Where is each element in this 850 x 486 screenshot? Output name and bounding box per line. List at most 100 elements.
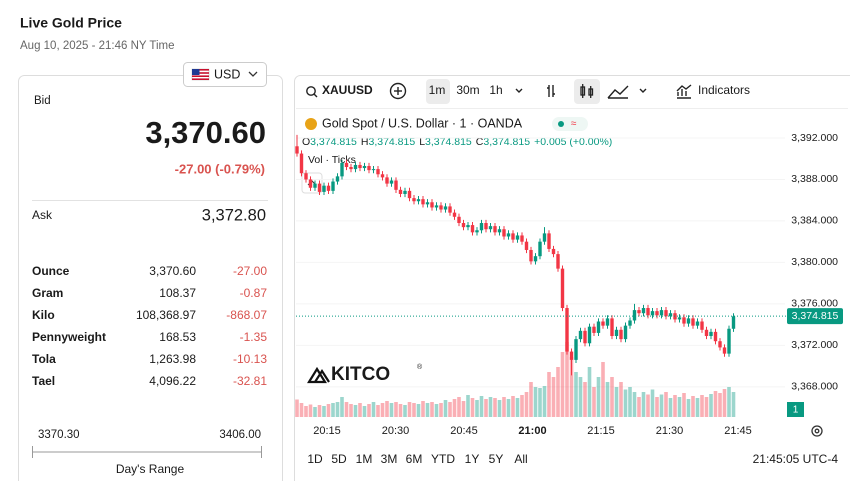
range-button[interactable]: 5Y	[489, 452, 504, 466]
volume-bar	[664, 392, 668, 417]
timestamp: Aug 10, 2025 - 21:46 NY Time	[20, 40, 175, 52]
candle-body	[597, 322, 600, 333]
candle-body	[592, 327, 595, 333]
settings-icon[interactable]	[812, 426, 822, 436]
chart-style-button[interactable]	[574, 79, 600, 104]
candle-body	[349, 167, 352, 169]
unit-price: 4,096.22	[149, 374, 196, 388]
volume-label: Vol · Ticks	[308, 154, 356, 166]
range-button[interactable]: 5D	[331, 452, 347, 466]
candle-body	[642, 308, 645, 313]
candle-body	[345, 163, 348, 167]
volume-bar	[615, 387, 619, 417]
candle-body	[574, 339, 577, 360]
volume-bar	[723, 389, 727, 417]
range-button[interactable]: 6M	[406, 452, 423, 466]
candle-body	[547, 233, 550, 249]
legend-title: Gold Spot / U.S. Dollar · 1 · OANDA	[322, 116, 523, 130]
volume-bar	[682, 393, 686, 417]
candle-body	[448, 206, 451, 212]
volume-bar	[601, 362, 605, 417]
candle-body	[498, 229, 501, 232]
candle-body	[502, 229, 505, 236]
candle-body	[687, 318, 690, 323]
candle-body	[309, 179, 312, 187]
bid-label: Bid	[34, 95, 51, 107]
volume-bar	[709, 394, 713, 417]
volume-bar	[313, 407, 317, 417]
volume-bar	[543, 386, 547, 417]
candle-body	[556, 254, 559, 269]
range-label: Day's Range	[116, 462, 185, 476]
candle-body	[543, 233, 546, 241]
volume-bar	[691, 396, 695, 417]
volume-bar	[610, 377, 614, 417]
range-button[interactable]: YTD	[431, 452, 455, 466]
candle-body	[367, 166, 370, 170]
candle-body	[619, 330, 622, 339]
candle-body	[327, 186, 330, 191]
candle-body	[700, 322, 703, 330]
volume-bar	[705, 397, 709, 417]
candle-body	[646, 308, 649, 315]
candle-body	[516, 235, 519, 239]
volume-bar	[592, 387, 596, 417]
candle-body	[525, 242, 528, 250]
interval[interactable]: 1m	[429, 83, 446, 97]
candle-body	[534, 256, 537, 261]
symbol[interactable]: XAUUSD	[322, 83, 373, 97]
unit-change: -1.35	[240, 330, 268, 344]
candle-body	[426, 202, 429, 204]
candle-body	[304, 173, 307, 179]
volume-bar	[358, 403, 362, 417]
range-button[interactable]: 1M	[356, 452, 373, 466]
volume-bar	[295, 400, 299, 418]
interval[interactable]: 1h	[489, 83, 502, 97]
unit-change: -32.81	[233, 374, 267, 388]
title: Live Gold Price	[20, 15, 122, 31]
candle-body	[394, 181, 397, 190]
volume-bar	[354, 405, 358, 417]
candle-body	[610, 318, 613, 336]
unit-price: 168.53	[159, 330, 196, 344]
candle-body	[313, 184, 316, 188]
volume-bar	[322, 406, 326, 417]
range-button[interactable]: All	[514, 452, 527, 466]
candle-body	[457, 217, 460, 223]
volume-bar	[471, 398, 475, 417]
candle-body	[372, 169, 375, 170]
candle-body	[705, 330, 708, 336]
range-button[interactable]: 1Y	[465, 452, 480, 466]
volume-bar	[673, 395, 677, 417]
volume-bar	[466, 395, 470, 417]
candle-body	[489, 226, 492, 229]
interval[interactable]: 30m	[456, 83, 479, 97]
volume-bar	[349, 404, 353, 417]
range-low: 3370.30	[38, 429, 80, 441]
volume-bar	[408, 402, 412, 417]
indicators[interactable]: Indicators	[698, 83, 750, 97]
status-icon: ≈	[571, 119, 577, 130]
candle-body	[628, 320, 631, 325]
range-button[interactable]: 3M	[381, 452, 398, 466]
candle-body	[718, 341, 721, 347]
candle-body	[484, 223, 487, 229]
range-button[interactable]: 1D	[307, 452, 323, 466]
candle-body	[601, 322, 604, 326]
candle-body	[588, 327, 591, 344]
candle-body	[376, 169, 379, 174]
currency[interactable]: USD	[214, 67, 240, 81]
candle-body	[655, 311, 658, 315]
logo-text: KITCO	[331, 364, 390, 385]
volume-bar	[552, 377, 556, 417]
x-tick-label: 20:45	[450, 425, 478, 437]
candle-body	[493, 226, 496, 232]
volume-bar	[421, 401, 425, 417]
unit-change: -0.87	[240, 286, 268, 300]
ask-price: 3,372.80	[202, 206, 266, 224]
y-tick-label: 3,376.000	[791, 298, 838, 310]
volume-bar	[678, 397, 682, 417]
candle-body	[444, 206, 447, 209]
volume-bar	[394, 402, 398, 417]
